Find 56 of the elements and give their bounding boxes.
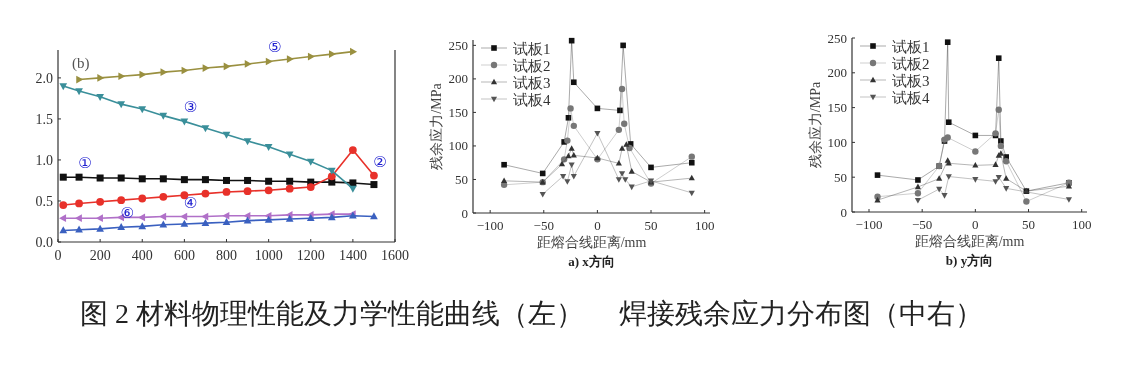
x-tick-label: 50 <box>1022 217 1036 232</box>
x-tick-label: 1600 <box>381 248 409 263</box>
legend-label: 试板4 <box>892 90 930 106</box>
y-tick-label: 250 <box>448 37 468 53</box>
legend-label: 试板2 <box>513 58 551 74</box>
x-tick-label: 200 <box>89 248 111 263</box>
x-axis-title: 距熔合线距离/mm <box>914 234 1025 249</box>
x-tick-label: 100 <box>694 218 715 233</box>
x-axis-title: 距熔合线距离/mm <box>536 235 647 250</box>
y-tick-label: 0 <box>840 204 847 220</box>
x-tick-label: 50 <box>644 218 658 233</box>
y-tick-label: 50 <box>455 172 468 188</box>
chart-title: (b) <box>72 55 90 72</box>
x-tick-label: 0 <box>594 218 601 233</box>
x-tick-label: 400 <box>131 248 153 263</box>
x-tick-label: 800 <box>216 248 237 263</box>
y-tick-label: 0 <box>461 205 468 221</box>
legend-label: 试板4 <box>513 92 551 108</box>
y-tick-label: 150 <box>827 100 847 116</box>
y-axis-title: 残余应力/MPa <box>429 82 444 170</box>
x-tick-label: 0 <box>972 217 979 232</box>
legend-label: 试板1 <box>892 39 930 55</box>
legend-label: 试板3 <box>892 73 930 89</box>
y-tick-label: 200 <box>448 71 468 87</box>
annotation: ① <box>78 154 92 173</box>
x-tick-label: −100 <box>476 218 504 233</box>
y-tick-label: 200 <box>827 65 847 81</box>
annotation: ② <box>373 152 387 171</box>
x-tick-label: 1000 <box>254 248 283 263</box>
y-tick-label: 50 <box>834 169 847 185</box>
x-tick-label: 1400 <box>338 248 367 263</box>
y-tick-label: 250 <box>827 30 847 46</box>
legend-label: 试板2 <box>892 56 930 72</box>
y-axis-title: 残余应力/MPa <box>808 81 823 169</box>
y-tick-label: 0.0 <box>35 234 53 250</box>
x-tick-label: 1200 <box>296 248 325 263</box>
legend-label: 试板1 <box>513 41 551 57</box>
x-tick-label: −100 <box>855 217 883 232</box>
x-tick-label: −50 <box>912 217 933 232</box>
annotation: ⑤ <box>267 38 282 57</box>
y-tick-label: 100 <box>827 134 847 150</box>
text: b) y方向 <box>945 253 994 268</box>
y-tick-label: 100 <box>448 138 468 154</box>
x-tick-label: −50 <box>533 218 554 233</box>
y-tick-label: 2.0 <box>35 70 53 86</box>
y-tick-label: 1.0 <box>35 152 53 168</box>
legend-label: 试板3 <box>513 75 551 91</box>
x-tick-label: 100 <box>1071 217 1092 232</box>
annotation: ③ <box>183 98 198 117</box>
annotation: ④ <box>183 193 198 212</box>
y-tick-label: 150 <box>448 104 468 120</box>
y-tick-label: 0.5 <box>35 193 53 209</box>
caption: 图 2 材料物理性能及力学性能曲线（左） 焊接残余应力分布图（中右） <box>79 297 984 331</box>
y-tick-label: 1.5 <box>35 111 53 127</box>
text: a) x方向 <box>568 254 615 269</box>
x-tick-label: 600 <box>173 248 195 263</box>
